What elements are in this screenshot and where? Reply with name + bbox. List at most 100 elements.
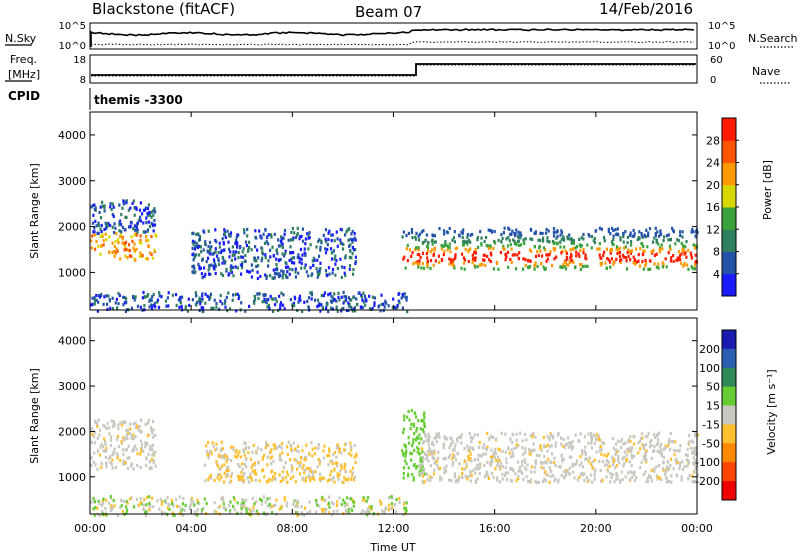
echo-cell (492, 454, 495, 458)
echo-cell (163, 511, 166, 515)
echo-cell (452, 453, 455, 457)
echo-cell (461, 252, 464, 256)
echo-cell (489, 461, 492, 465)
echo-cell (307, 236, 310, 240)
echo-cell (578, 243, 581, 247)
echo-cell (101, 233, 104, 237)
echo-cell (352, 238, 355, 242)
echo-cell (93, 203, 96, 207)
echo-cell (612, 234, 615, 238)
echo-cell (615, 245, 619, 249)
echo-cell (237, 463, 240, 467)
echo-cell (426, 264, 429, 268)
echo-cell (261, 256, 264, 260)
echo-cell (190, 502, 193, 506)
echo-cell (209, 295, 212, 299)
echo-cell (480, 454, 483, 458)
echo-cell (125, 247, 128, 251)
echo-cell (257, 296, 260, 301)
echo-cell (406, 415, 409, 419)
echo-cell (684, 245, 687, 249)
echo-cell (567, 263, 570, 267)
echo-cell (654, 234, 657, 238)
echo-cell (254, 256, 257, 260)
echo-cell (429, 250, 432, 254)
echo-cell (566, 257, 569, 261)
echo-cell (240, 301, 243, 305)
echo-cell (124, 254, 127, 258)
echo-cell (410, 230, 414, 235)
echo-cell (609, 480, 612, 484)
echo-cell (127, 428, 130, 432)
echo-cell (599, 469, 602, 473)
echo-cell (343, 476, 346, 480)
echo-cell (416, 450, 419, 454)
echo-cell (164, 501, 168, 505)
echo-cell (114, 466, 117, 470)
echo-cell (282, 273, 285, 277)
colorbar-tick-label: 200 (699, 343, 720, 356)
echo-cell (265, 274, 269, 278)
echo-cell (252, 505, 255, 509)
echo-cell (489, 460, 492, 464)
echo-cell (116, 513, 119, 517)
echo-cell (117, 423, 120, 427)
echo-cell (421, 428, 424, 432)
echo-cell (313, 452, 317, 456)
echo-cell (184, 305, 187, 309)
echo-cell (491, 460, 494, 464)
echo-cell (256, 270, 259, 274)
echo-cell (471, 446, 474, 450)
echo-cell (487, 228, 490, 232)
echo-cell (248, 270, 252, 274)
echo-cell (352, 499, 355, 503)
echo-cell (151, 295, 154, 299)
echo-cell (168, 507, 171, 511)
echo-cell (522, 238, 525, 242)
echo-cell (218, 473, 221, 477)
echo-cell (457, 435, 460, 439)
echo-cell (496, 461, 499, 465)
echo-cell (124, 200, 127, 204)
echo-cell (586, 243, 589, 247)
echo-cell (653, 236, 656, 240)
echo-cell (322, 476, 325, 480)
echo-cell (349, 237, 352, 241)
echo-cell (305, 476, 308, 480)
echo-cell (354, 238, 357, 242)
echo-cell (600, 448, 603, 452)
echo-cell (515, 438, 518, 442)
echo-cell (328, 272, 331, 276)
y-tick-label: 3000 (58, 380, 86, 393)
echo-cell (402, 257, 405, 261)
echo-cell (123, 295, 126, 300)
echo-cell (266, 497, 269, 501)
echo-cell (187, 297, 190, 301)
echo-cell (425, 233, 428, 237)
echo-cell (350, 448, 353, 452)
echo-cell (416, 262, 419, 266)
echo-cell (326, 274, 329, 278)
echo-cell (402, 230, 405, 234)
echo-cell (301, 253, 304, 257)
velocity-echo-cells (90, 408, 699, 518)
echo-cell (417, 246, 420, 250)
echo-cell (317, 239, 320, 244)
echo-cell (105, 222, 108, 226)
echo-cell (330, 233, 333, 237)
echo-cell (213, 298, 216, 302)
echo-cell (132, 448, 135, 452)
echo-cell (644, 449, 647, 453)
echo-cell (136, 230, 139, 234)
echo-cell (178, 495, 181, 499)
echo-cell (655, 474, 659, 478)
echo-cell (683, 464, 686, 468)
echo-cell (688, 474, 691, 478)
echo-cell (429, 464, 432, 468)
echo-cell (629, 258, 632, 262)
echo-cell (137, 428, 141, 432)
echo-cell (434, 240, 437, 244)
echo-cell (322, 293, 325, 298)
echo-cell (529, 227, 532, 232)
echo-cell (90, 500, 93, 504)
